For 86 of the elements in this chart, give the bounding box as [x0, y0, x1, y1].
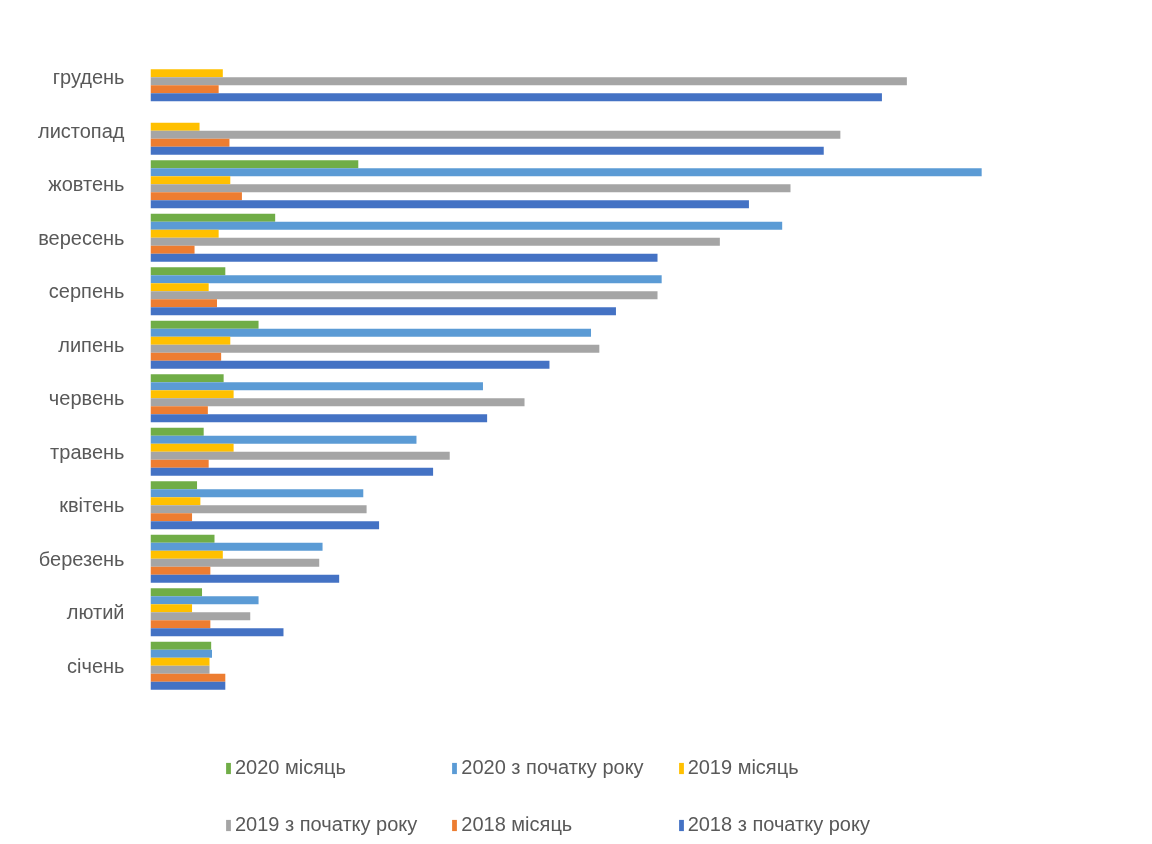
bar — [150, 283, 209, 292]
bar — [150, 221, 783, 230]
bar — [150, 176, 231, 185]
bar — [150, 77, 907, 86]
bar — [150, 93, 882, 102]
y-tick-label: січень — [67, 654, 125, 677]
y-tick-label: квітень — [59, 494, 125, 517]
bar — [150, 352, 222, 361]
y-tick-label: травень — [50, 440, 125, 463]
bar — [150, 253, 658, 262]
bar — [150, 320, 259, 329]
bar — [150, 443, 234, 452]
legend-label: 2018 з початку року — [687, 813, 870, 836]
legend-label: 2019 з початку року — [235, 813, 418, 836]
bar — [150, 467, 434, 476]
y-tick-label: червень — [48, 387, 125, 410]
bar — [150, 299, 217, 308]
legend-label: 2018 місяць — [461, 813, 573, 836]
bar — [150, 673, 226, 682]
bar — [150, 160, 359, 169]
bar — [150, 588, 203, 597]
bar — [150, 122, 200, 131]
bar — [150, 130, 841, 139]
bar — [150, 497, 201, 506]
bar — [150, 374, 224, 383]
bar — [150, 489, 364, 498]
bar — [150, 534, 215, 543]
legend-label: 2020 з початку року — [461, 756, 644, 779]
bar — [150, 435, 417, 444]
bar — [150, 574, 340, 583]
bar — [150, 459, 209, 468]
bar — [150, 138, 230, 147]
bar — [150, 566, 211, 575]
bar — [150, 237, 720, 246]
bar — [150, 390, 234, 399]
bar — [150, 521, 380, 530]
legend-label: 2019 місяць — [687, 756, 799, 779]
bar — [150, 85, 219, 94]
bar — [150, 427, 204, 436]
y-tick-label: жовтень — [48, 173, 125, 196]
bar — [150, 200, 749, 209]
y-tick-label: липень — [58, 333, 125, 356]
y-tick-label: листопад — [37, 119, 125, 142]
bar — [150, 382, 483, 391]
bar — [150, 267, 226, 276]
bar — [150, 505, 367, 514]
bar — [150, 513, 193, 522]
bar — [150, 406, 208, 415]
y-tick-label: лютий — [66, 601, 125, 624]
bar — [150, 550, 223, 559]
bar — [150, 307, 616, 316]
bar — [150, 69, 223, 78]
bar — [150, 612, 251, 621]
y-tick-label: грудень — [52, 66, 125, 89]
bar — [150, 649, 213, 658]
bar — [150, 542, 323, 551]
bar — [150, 360, 550, 369]
bar — [150, 184, 791, 193]
bar — [150, 291, 658, 300]
bar — [150, 558, 320, 567]
bar — [150, 596, 259, 605]
bar — [150, 628, 284, 637]
bar — [150, 641, 212, 650]
bar — [150, 620, 211, 629]
bar — [150, 336, 231, 345]
bar — [150, 414, 488, 423]
y-tick-label: серпень — [48, 280, 125, 303]
bar — [150, 168, 982, 177]
bar — [150, 604, 193, 613]
bar — [150, 657, 210, 666]
bar — [150, 245, 195, 254]
bar — [150, 398, 525, 407]
bar — [150, 192, 242, 201]
bar — [150, 681, 226, 690]
bar — [150, 481, 198, 490]
bar — [150, 665, 210, 674]
bar — [150, 275, 662, 284]
y-tick-label: березень — [38, 547, 125, 570]
bar — [150, 344, 600, 353]
bar — [150, 213, 276, 222]
bar — [150, 146, 824, 155]
bar — [150, 451, 450, 460]
bar — [150, 229, 219, 238]
y-tick-label: вересень — [38, 226, 125, 249]
legend-label: 2020 місяць — [235, 756, 346, 779]
bar — [150, 328, 592, 337]
